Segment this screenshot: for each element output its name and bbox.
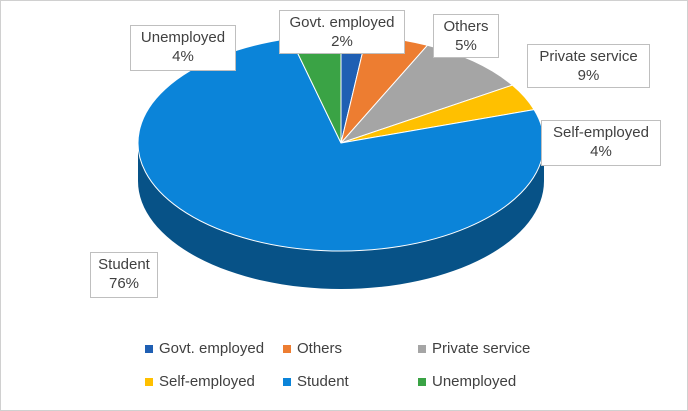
legend-label: Others <box>297 340 343 357</box>
label-student: Student 76% <box>90 252 158 298</box>
label-student-name: Student <box>98 256 150 273</box>
legend-swatch-icon <box>418 377 426 386</box>
legend-swatch-icon <box>283 377 291 386</box>
pie-slice-private-service <box>339 44 514 145</box>
label-others: Others 5% <box>433 14 499 58</box>
label-others-value: 5% <box>455 37 477 54</box>
label-private-service-name: Private service <box>539 48 638 65</box>
legend-swatch-icon <box>145 344 153 353</box>
label-self-employed-name: Self-employed <box>553 124 649 141</box>
legend-item-private-service: Private service <box>418 340 530 357</box>
label-self-employed-value: 4% <box>590 143 612 160</box>
legend-label: Student <box>297 373 349 390</box>
legend-swatch-icon <box>145 377 153 386</box>
label-govt-employed-value: 2% <box>331 33 353 50</box>
legend-label: Govt. employed <box>159 340 265 357</box>
pie-slice-student <box>137 37 545 252</box>
pie-side-student <box>138 143 544 289</box>
label-govt-employed-name: Govt. employed <box>289 14 395 31</box>
legend-item-student: Student <box>283 373 349 390</box>
legend-label: Self-employed <box>159 373 255 390</box>
label-others-name: Others <box>443 18 489 35</box>
legend-label: Unemployed <box>432 373 517 390</box>
legend-item-govt-employed: Govt. employed <box>145 340 264 357</box>
legend-label: Private service <box>432 340 531 357</box>
label-private-service: Private service 9% <box>527 44 650 88</box>
label-unemployed: Unemployed 4% <box>130 25 236 71</box>
label-student-value: 76% <box>108 275 140 292</box>
label-unemployed-value: 4% <box>172 48 194 65</box>
label-self-employed: Self-employed 4% <box>541 120 661 166</box>
label-govt-employed: Govt. employed 2% <box>279 10 405 54</box>
legend-item-others: Others <box>283 340 342 357</box>
legend-swatch-icon <box>283 344 291 353</box>
label-unemployed-name: Unemployed <box>140 29 226 46</box>
legend-item-self-employed: Self-employed <box>145 373 255 390</box>
legend-swatch-icon <box>418 344 426 353</box>
legend-item-unemployed: Unemployed <box>418 373 516 390</box>
label-private-service-value: 9% <box>577 67 600 84</box>
